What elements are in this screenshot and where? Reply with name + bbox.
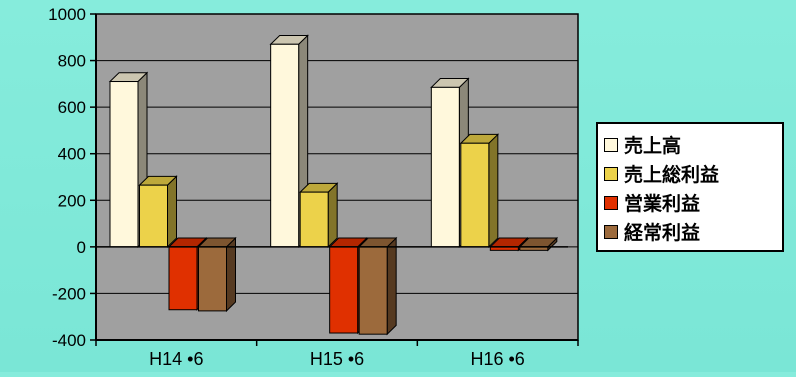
legend-swatch bbox=[604, 166, 618, 181]
legend-item-ordinary-profit: 経常利益 bbox=[604, 217, 782, 246]
legend-swatch bbox=[604, 195, 618, 210]
legend-label: 営業利益 bbox=[624, 193, 701, 215]
legend-label: 売上高 bbox=[624, 135, 682, 157]
y-tick-label: -200 bbox=[52, 284, 86, 303]
bar-side bbox=[226, 236, 236, 313]
bar bbox=[329, 246, 359, 334]
legend-label: 売上総利益 bbox=[624, 164, 720, 186]
legend-label: 経常利益 bbox=[624, 222, 701, 244]
bar-side bbox=[327, 182, 338, 249]
y-tick-label: 0 bbox=[77, 238, 86, 257]
bar bbox=[299, 191, 329, 248]
y-tick-label: -400 bbox=[52, 331, 86, 350]
legend-swatch bbox=[604, 137, 618, 152]
bar bbox=[168, 246, 198, 311]
bar bbox=[198, 246, 227, 312]
bar bbox=[358, 246, 388, 335]
bar-side bbox=[386, 236, 397, 336]
legend-swatch bbox=[604, 224, 618, 239]
bar-side bbox=[488, 133, 499, 249]
bar bbox=[270, 43, 300, 248]
bar bbox=[460, 142, 490, 248]
legend: 売上高 売上総利益 営業利益 経常利益 bbox=[596, 122, 784, 252]
y-tick-label: 800 bbox=[58, 52, 86, 71]
bar bbox=[430, 86, 460, 248]
legend-item-gross-profit: 売上総利益 bbox=[604, 159, 782, 188]
y-tick-label: 1000 bbox=[48, 5, 86, 24]
bar bbox=[109, 81, 139, 248]
legend-item-sales: 売上高 bbox=[604, 130, 782, 159]
y-tick-label: 600 bbox=[58, 98, 86, 117]
x-tick-label: H15 •6 bbox=[310, 349, 364, 369]
x-tick-label: H16 •6 bbox=[470, 349, 524, 369]
legend-item-operating-profit: 営業利益 bbox=[604, 188, 782, 217]
y-tick-label: 200 bbox=[58, 191, 86, 210]
y-tick-label: 400 bbox=[58, 145, 86, 164]
bar-side bbox=[167, 175, 177, 249]
bar bbox=[139, 184, 168, 248]
x-tick-label: H14 •6 bbox=[149, 349, 203, 369]
